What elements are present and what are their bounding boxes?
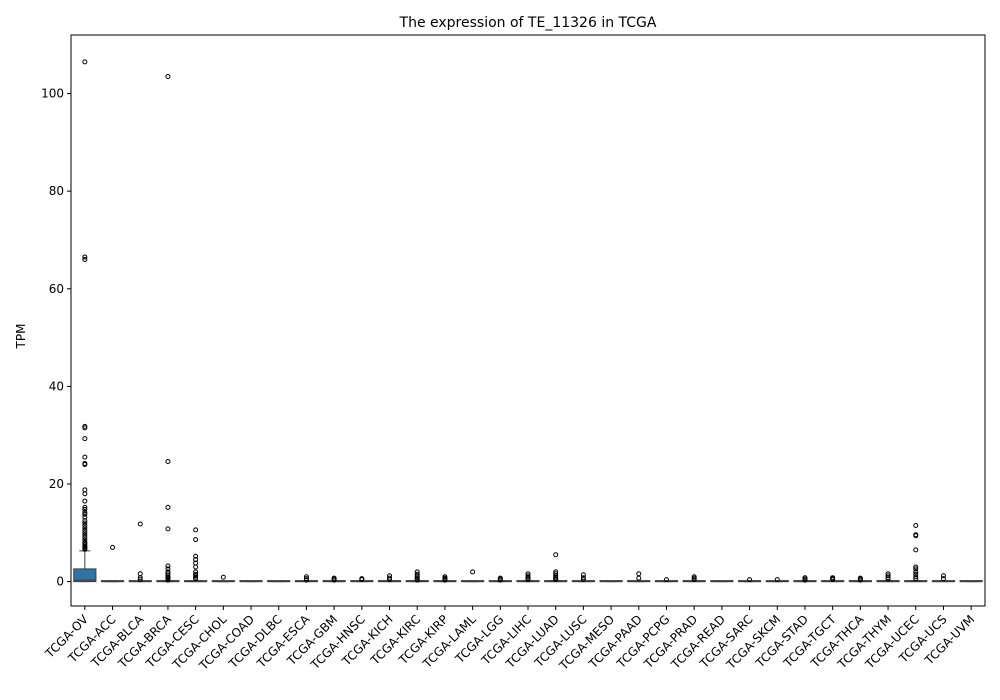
outlier-point xyxy=(913,576,919,582)
outlier-point xyxy=(830,577,836,583)
outlier-point xyxy=(137,575,143,581)
outlier-point xyxy=(553,577,559,583)
outlier-point xyxy=(525,577,531,583)
outlier-point xyxy=(165,73,171,79)
outlier-point xyxy=(82,504,88,510)
outlier-point xyxy=(82,537,88,543)
y-tick-label: 80 xyxy=(49,184,64,198)
outlier-point xyxy=(913,522,919,528)
axes-frame xyxy=(70,34,986,607)
outlier-point xyxy=(82,491,88,497)
outlier-point xyxy=(82,520,88,526)
outlier-point xyxy=(414,571,420,577)
box-tcga-ov xyxy=(73,568,97,583)
outlier-point xyxy=(110,544,116,550)
outlier-point xyxy=(193,527,199,533)
outlier-point xyxy=(82,509,88,515)
outlier-point xyxy=(940,573,946,579)
outlier-point xyxy=(802,577,808,583)
outlier-point xyxy=(165,563,171,569)
outlier-point xyxy=(913,564,919,570)
outlier-point xyxy=(913,574,919,580)
y-tick-label: 20 xyxy=(49,477,64,491)
outlier-point xyxy=(82,527,88,533)
outlier-point xyxy=(913,569,919,575)
y-tick-label: 40 xyxy=(49,379,64,393)
outlier-point xyxy=(414,577,420,583)
outlier-point xyxy=(193,557,199,563)
outlier-point xyxy=(82,511,88,517)
outlier-point xyxy=(442,577,448,583)
outlier-point xyxy=(913,566,919,572)
outlier-point xyxy=(580,575,586,581)
outlier-point xyxy=(747,577,753,583)
outlier-point xyxy=(691,577,697,583)
outlier-point xyxy=(82,522,88,528)
y-axis-label: TPM xyxy=(14,324,28,350)
outlier-point xyxy=(387,577,393,583)
outlier-point xyxy=(553,571,559,577)
outlier-point xyxy=(663,577,669,583)
outlier-point xyxy=(193,576,199,582)
outlier-point xyxy=(82,498,88,504)
outlier-point xyxy=(580,572,586,578)
outlier-point xyxy=(82,535,88,541)
outlier-point xyxy=(913,533,919,539)
outlier-point xyxy=(82,506,88,512)
outlier-point xyxy=(82,518,88,524)
plot-area: 020406080100TCGA-OVTCGA-ACCTCGA-BLCATCGA… xyxy=(41,34,986,673)
outlier-point xyxy=(82,436,88,442)
outlier-point xyxy=(82,454,88,460)
outlier-point xyxy=(497,577,503,583)
outlier-point xyxy=(82,425,88,431)
outlier-point xyxy=(553,552,559,558)
outlier-point xyxy=(193,564,199,570)
outlier-point xyxy=(303,577,309,583)
outlier-point xyxy=(82,59,88,65)
outlier-point xyxy=(220,574,226,580)
outlier-point xyxy=(137,521,143,527)
outlier-point xyxy=(82,514,88,520)
outlier-point xyxy=(885,576,891,582)
outlier-point xyxy=(82,525,88,531)
outlier-point xyxy=(165,504,171,510)
outlier-point xyxy=(165,577,171,583)
y-tick-label: 60 xyxy=(49,282,64,296)
outlier-point xyxy=(774,577,780,583)
outlier-point xyxy=(82,461,88,467)
outlier-point xyxy=(82,532,88,538)
outlier-point xyxy=(940,576,946,582)
outlier-point xyxy=(303,574,309,580)
outlier-point xyxy=(165,459,171,465)
outlier-point xyxy=(580,577,586,583)
outlier-point xyxy=(193,537,199,543)
outlier-point xyxy=(82,530,88,536)
outlier-point xyxy=(636,571,642,577)
outlier-point xyxy=(857,577,863,583)
outlier-point xyxy=(137,571,143,577)
y-tick-label: 0 xyxy=(56,575,64,589)
outlier-point xyxy=(636,575,642,581)
outlier-point xyxy=(525,571,531,577)
outlier-point xyxy=(82,487,88,493)
outlier-point xyxy=(82,546,88,552)
outlier-point xyxy=(359,577,365,583)
outlier-point xyxy=(193,553,199,559)
outlier-point xyxy=(137,577,143,583)
y-tick-label: 100 xyxy=(41,87,64,101)
outlier-point xyxy=(165,566,171,572)
chart-title: The expression of TE_11326 in TCGA xyxy=(399,15,657,31)
outlier-point xyxy=(82,254,88,260)
outlier-point xyxy=(165,526,171,532)
outlier-point xyxy=(885,573,891,579)
outlier-point xyxy=(331,577,337,583)
outlier-point xyxy=(82,256,88,262)
outlier-point xyxy=(913,547,919,553)
outlier-point xyxy=(470,569,476,575)
